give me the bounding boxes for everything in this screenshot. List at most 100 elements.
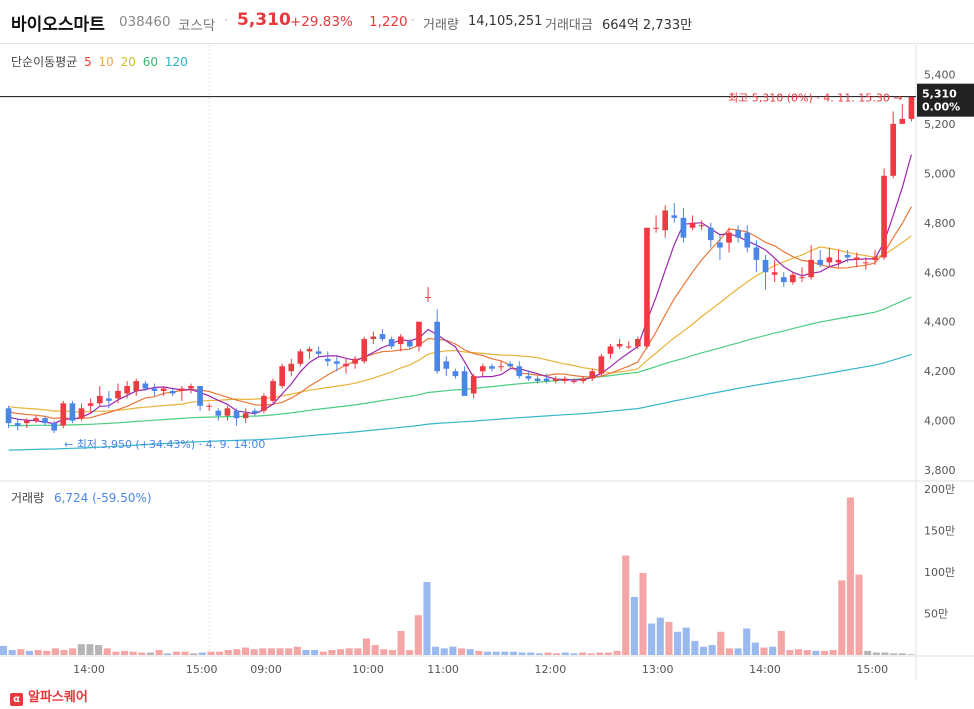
candle-body [242,413,249,419]
volume-bar [285,648,293,655]
volume-bar [483,651,492,655]
candle-body [370,336,377,340]
candle-body [416,321,422,347]
candle-body [397,336,404,344]
volume-bar [708,645,716,655]
volume-bar [622,555,630,655]
candle-body [698,225,705,227]
volume-bar [449,646,457,655]
volume-bar [630,596,638,655]
volume-bar [786,650,794,655]
candle-body [543,378,550,382]
candle-body [379,334,386,340]
candle-body [744,232,751,248]
candle-body [124,386,130,394]
amount-value: 664억 2,733만 [602,18,693,33]
candle-body [388,339,395,347]
volume-bar [259,648,267,655]
volume-bar [241,647,250,655]
ma-period-10[interactable]: 10 [98,55,114,69]
ma-period-5[interactable]: 5 [84,55,92,69]
candle-body [142,383,149,389]
alphasquare-logo-icon: α [10,693,23,706]
volume-label: 거래량 [423,18,459,33]
candle-body [853,257,860,260]
volume-bar [112,651,120,655]
ma-period-60[interactable]: 60 [142,55,159,69]
volume-bar [414,615,422,655]
candle-body [324,358,331,362]
candle-body [215,410,222,416]
volume-bar [769,646,777,655]
candle-body [735,230,741,238]
candle-body [835,259,842,263]
volume-bar [674,631,682,655]
volume-bar [354,648,362,655]
time-tick-label: 15:00 [856,663,888,676]
candle-body [452,371,459,377]
volume-bar [86,644,94,655]
candle-body [407,341,413,347]
volume-bar [872,652,880,655]
candle-body [361,339,368,362]
candle-body [644,227,650,347]
volume-bar [561,652,569,655]
candle-body [707,227,714,241]
stock-header: 바이오스마트 038460 코스닥 · 5,310 +29.83% 1,220 … [0,0,974,44]
candle-body [771,272,778,275]
volume-bar [95,645,103,655]
candle-body [516,366,523,377]
stock-name[interactable]: 바이오스마트 [11,15,105,35]
volume-bar [233,649,241,655]
volume-bar [60,650,68,655]
candle-body [315,351,322,354]
price-tick-label: 3,800 [924,464,956,477]
volume-bar [129,651,137,655]
volume-bar [345,648,353,655]
change-percent: +29.83% [290,14,353,30]
amount-label: 거래대금 [545,18,593,33]
volume-bar [146,652,154,655]
current-price: 5,310 [237,10,291,30]
current-price-badge-pct: 0.00% [922,101,960,114]
current-price-badge [917,83,974,117]
volume-bar [648,623,656,655]
volume-bar [846,497,854,655]
candle-body [562,378,568,382]
candle-body [434,321,441,372]
volume-bar [795,649,803,655]
volume-bar [103,648,111,655]
volume-bar [17,649,25,655]
candle-body [443,361,450,369]
time-tick-label: 14:00 [749,663,781,676]
ma-period-120[interactable]: 120 [164,55,188,69]
volume-bar [181,651,189,655]
change-amount: 1,220 [369,14,408,30]
candle-body [51,423,57,431]
brand-footer[interactable]: α 알파스퀘어 [10,686,88,706]
volume-bar [656,617,664,655]
candle-body [69,403,76,421]
candle-body [470,376,477,394]
candle-body [87,403,94,406]
volume-bar [207,651,215,655]
candle-body [607,346,614,354]
candle-body [671,215,678,218]
volume-bar [77,644,85,655]
low-annotation: ← 최저 3,950 (+34.43%) · 4. 9. 14:00 [64,438,265,451]
volume-legend-value: 6,724 (-59.50%) [53,491,152,505]
volume-bar [138,652,146,655]
volume-value: 14,105,251 [468,14,543,29]
price-tick-label: 5,400 [924,68,956,81]
candle-body [580,378,586,382]
volume-bar [881,652,889,655]
separator-dot: · [224,13,228,27]
time-tick-label: 10:00 [352,663,384,676]
volume-bar [43,650,51,655]
volume-bar [371,645,379,655]
candle-body [233,410,240,419]
volume-bar [691,640,699,655]
ma-period-20[interactable]: 20 [120,55,136,69]
time-tick-label: 11:00 [427,663,459,676]
